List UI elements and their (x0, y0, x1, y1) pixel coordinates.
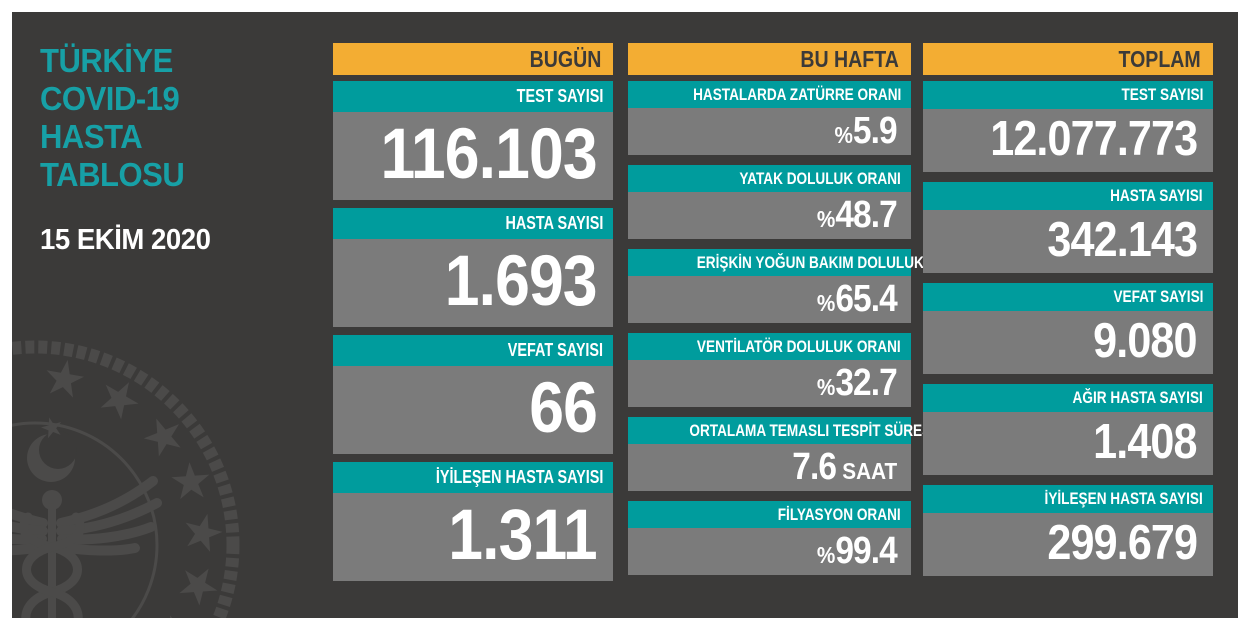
column-bugun: BUGÜN TEST SAYISI 116.103 HASTA SAYISI 1… (333, 43, 613, 589)
stat-value: 116.103 (333, 112, 613, 200)
stat-value: 66 (333, 366, 613, 454)
column-header-toplam: TOPLAM (923, 43, 1213, 75)
stat-value: %65.4 (628, 276, 911, 323)
stat-value: 299.679 (923, 513, 1213, 576)
title-line: COVID-19 (40, 80, 180, 117)
stat-label: VEFAT SAYISI (333, 335, 613, 366)
stat-label: HASTA SAYISI (923, 182, 1213, 210)
column-bu-hafta: BU HAFTA HASTALARDA ZATÜRRE ORANI %5.9 Y… (628, 43, 971, 585)
page-title: TÜRKİYE COVID-19 HASTA TABLOSU (40, 42, 194, 194)
stat-value: %48.7 (628, 192, 911, 239)
stat-block: VEFAT SAYISI 66 (333, 335, 613, 454)
stat-label: AĞIR HASTA SAYISI (923, 384, 1213, 412)
stat-label: ERİŞKİN YOĞUN BAKIM DOLULUK ORANI (628, 249, 971, 276)
stat-value: 1.693 (333, 239, 613, 327)
stat-value: 342.143 (923, 210, 1213, 273)
stat-label: VENTİLATÖR DOLULUK ORANI (628, 333, 911, 360)
column-toplam: TOPLAM TEST SAYISI 12.077.773 HASTA SAYI… (923, 43, 1213, 586)
stat-block: YATAK DOLULUK ORANI %48.7 (628, 165, 911, 239)
stat-label: TEST SAYISI (923, 81, 1213, 109)
stat-value: 1.408 (923, 412, 1213, 475)
stat-label: İYİLEŞEN HASTA SAYISI (333, 462, 613, 493)
stat-value: %32.7 (628, 360, 911, 407)
stat-value: 7.6 SAAT (628, 444, 911, 491)
health-ministry-emblem-icon (12, 340, 240, 618)
stat-block: VEFAT SAYISI 9.080 (923, 283, 1213, 374)
stat-block: İYİLEŞEN HASTA SAYISI 1.311 (333, 462, 613, 581)
stat-block: İYİLEŞEN HASTA SAYISI 299.679 (923, 485, 1213, 576)
stat-block: AĞIR HASTA SAYISI 1.408 (923, 384, 1213, 475)
stat-label: VEFAT SAYISI (923, 283, 1213, 311)
stat-value: 12.077.773 (923, 109, 1213, 172)
stat-label: TEST SAYISI (333, 81, 613, 112)
stat-value: 9.080 (923, 311, 1213, 374)
stat-block: HASTALARDA ZATÜRRE ORANI %5.9 (628, 81, 911, 155)
stat-label: HASTA SAYISI (333, 208, 613, 239)
dashboard-panel: TÜRKİYE COVID-19 HASTA TABLOSU 15 EKİM 2… (12, 12, 1238, 618)
stat-block: ERİŞKİN YOĞUN BAKIM DOLULUK ORANI %65.4 (628, 249, 971, 323)
stat-block: HASTA SAYISI 1.693 (333, 208, 613, 327)
column-header-bu-hafta: BU HAFTA (628, 43, 911, 75)
title-line: TÜRKİYE (40, 42, 173, 79)
stat-label: HASTALARDA ZATÜRRE ORANI (628, 81, 911, 108)
stat-label: İYİLEŞEN HASTA SAYISI (923, 485, 1213, 513)
report-date: 15 EKİM 2020 (40, 224, 211, 256)
column-header-bugun: BUGÜN (333, 43, 613, 75)
stat-block: HASTA SAYISI 342.143 (923, 182, 1213, 273)
title-line: TABLOSU (40, 156, 185, 193)
stat-block: ORTALAMA TEMASLI TESPİT SÜRESİ 7.6 SAAT (628, 417, 935, 491)
stat-label: ORTALAMA TEMASLI TESPİT SÜRESİ (628, 417, 935, 444)
stat-block: TEST SAYISI 116.103 (333, 81, 613, 200)
title-line: HASTA (40, 118, 143, 155)
stat-block: FİLYASYON ORANI %99.4 (628, 501, 911, 575)
stat-label: FİLYASYON ORANI (628, 501, 911, 528)
stat-block: TEST SAYISI 12.077.773 (923, 81, 1213, 172)
stat-block: VENTİLATÖR DOLULUK ORANI %32.7 (628, 333, 911, 407)
stat-value: %5.9 (628, 108, 911, 155)
stat-value: %99.4 (628, 528, 911, 575)
stat-label: YATAK DOLULUK ORANI (628, 165, 911, 192)
stat-value: 1.311 (333, 493, 613, 581)
